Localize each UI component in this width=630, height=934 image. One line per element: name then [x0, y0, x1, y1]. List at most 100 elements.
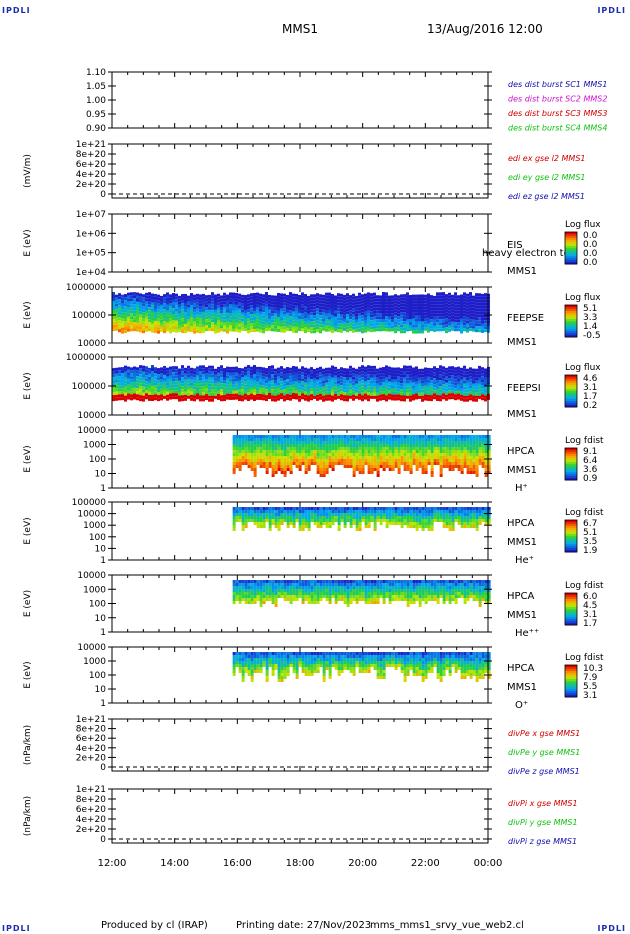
- spectrogram-cell: [454, 373, 457, 377]
- spectrogram-cell: [340, 370, 343, 374]
- spectrogram-cell: [316, 376, 319, 380]
- spectrogram-cell: [358, 366, 361, 370]
- spectrogram-cell: [418, 459, 422, 462]
- spectrogram-cell: [250, 366, 253, 370]
- spectrogram-cell: [202, 392, 205, 396]
- spectrogram-cell: [352, 320, 355, 324]
- spectrogram-cell: [334, 387, 337, 391]
- spectrogram-cell: [481, 367, 484, 371]
- spectrogram-cell: [301, 528, 305, 531]
- spectrogram-cell: [313, 459, 317, 462]
- spectrogram-cell: [379, 319, 382, 323]
- spectrogram-cell: [202, 395, 205, 399]
- spectrogram-cell: [451, 300, 454, 304]
- spectrogram-cell: [451, 378, 454, 382]
- spectrogram-cell: [328, 313, 331, 317]
- spectrogram-cell: [253, 516, 257, 519]
- spectrogram-cell: [397, 298, 400, 302]
- spectrogram-cell: [196, 299, 199, 303]
- spectrogram-cell: [271, 441, 275, 444]
- colorbar: [564, 447, 578, 481]
- spectrogram-cell: [430, 377, 433, 381]
- spectrogram-cell: [247, 438, 251, 441]
- spectrogram-cell: [121, 379, 124, 383]
- spectrogram-cell: [229, 375, 232, 379]
- spectrogram-cell: [316, 311, 319, 315]
- spectrogram-cell: [367, 519, 371, 522]
- spectrogram-cell: [277, 444, 281, 447]
- spectrogram-cell: [364, 519, 368, 522]
- spectrogram-cell: [319, 510, 323, 513]
- spectrogram-cell: [397, 462, 401, 465]
- spectrogram-cell: [382, 373, 385, 377]
- spectrogram-cell: [442, 384, 445, 388]
- spectrogram-cell: [457, 441, 461, 444]
- spectrogram-cell: [250, 378, 253, 382]
- spectrogram-cell: [412, 312, 415, 316]
- spectrogram-cell: [148, 382, 151, 386]
- spectrogram-cell: [352, 435, 356, 438]
- overlay-text: heavy electron to: [482, 248, 570, 259]
- spectrogram-cell: [133, 310, 136, 314]
- spectrogram-cell: [190, 376, 193, 380]
- spectrogram-cell: [397, 450, 401, 453]
- spectrogram-cell: [271, 304, 274, 308]
- spectrogram-cell: [331, 305, 334, 309]
- spectrogram-cell: [484, 371, 487, 375]
- spectrogram-cell: [142, 309, 145, 313]
- spectrogram-cell: [379, 322, 382, 326]
- spectrogram-cell: [286, 379, 289, 383]
- spectrogram-cell: [232, 459, 236, 462]
- spectrogram-cell: [316, 388, 319, 392]
- spectrogram-cell: [355, 368, 358, 372]
- spectrogram-cell: [301, 325, 304, 329]
- spectrogram-cell: [280, 441, 284, 444]
- spectrogram-cell: [169, 324, 172, 328]
- spectrogram-cell: [391, 376, 394, 380]
- spectrogram-cell: [148, 316, 151, 320]
- spectrogram-cell: [301, 459, 305, 462]
- spectrogram-cell: [460, 294, 463, 298]
- spectrogram-cell: [274, 510, 278, 513]
- spectrogram-cell: [424, 507, 428, 510]
- spectrogram-cell: [397, 519, 401, 522]
- spectrogram-cell: [238, 320, 241, 324]
- spectrogram-cell: [349, 374, 352, 378]
- spectrogram-cell: [427, 456, 431, 459]
- spectrogram-cell: [352, 373, 355, 377]
- spectrogram-cell: [451, 393, 454, 397]
- spectrogram-cell: [346, 395, 349, 399]
- spectrogram-cell: [388, 378, 391, 382]
- spectrogram-cell: [229, 325, 232, 329]
- spectrogram-cell: [364, 375, 367, 379]
- spectrogram-cell: [331, 459, 335, 462]
- colorbar-swatch: [565, 260, 577, 263]
- spectrogram-cell: [343, 306, 346, 310]
- spectrogram-cell: [367, 398, 370, 402]
- spectrogram-cell: [349, 386, 352, 390]
- spectrogram-cell: [481, 394, 484, 398]
- spectrogram-cell: [244, 384, 247, 388]
- spectrogram-cell: [460, 382, 463, 386]
- spectrogram-cell: [487, 453, 491, 456]
- spectrogram-cell: [241, 294, 244, 298]
- colorbar-swatch: [565, 313, 577, 316]
- spectrogram-cell: [340, 382, 343, 386]
- spectrogram-cell: [334, 462, 338, 465]
- corner-label-top-left: IPDLI: [2, 6, 31, 15]
- spectrogram-cell: [361, 450, 365, 453]
- spectrogram-cell: [409, 297, 412, 301]
- spectrogram-cell: [325, 301, 328, 305]
- spectrogram-cell: [286, 321, 289, 325]
- spectrogram-cell: [244, 328, 247, 332]
- spectrogram-cell: [229, 378, 232, 382]
- spectrogram-cell: [172, 305, 175, 309]
- spectrogram-cell: [217, 314, 220, 318]
- spectrogram-cell: [445, 306, 448, 310]
- spectrogram-cell: [205, 382, 208, 386]
- spectrogram-cell: [277, 385, 280, 389]
- spectrogram-cell: [262, 321, 265, 325]
- spectrogram-cell: [337, 326, 340, 330]
- spectrogram-cell: [292, 525, 296, 528]
